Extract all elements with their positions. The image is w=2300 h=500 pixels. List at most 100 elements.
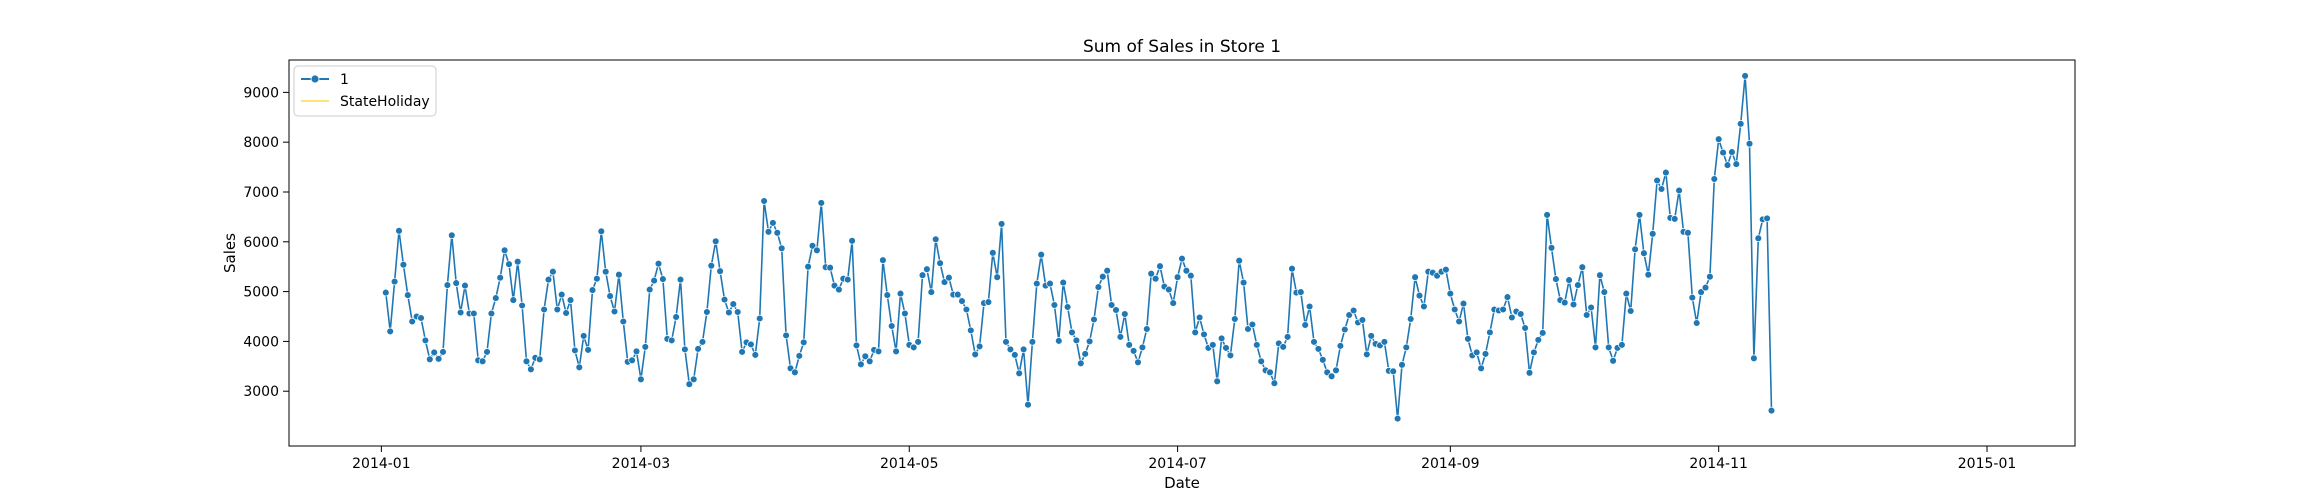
data-point	[1459, 299, 1468, 308]
data-point	[1736, 120, 1745, 128]
y-tick-label: 9000	[243, 85, 279, 101]
data-point	[1582, 311, 1591, 319]
data-point	[1525, 369, 1534, 377]
chart-title: Sum of Sales in Store 1	[1083, 37, 1281, 57]
data-point	[1552, 275, 1560, 283]
data-point	[1125, 341, 1133, 349]
data-point	[676, 275, 685, 284]
data-point	[1380, 338, 1389, 346]
data-point	[1521, 324, 1529, 332]
data-point	[1767, 406, 1776, 415]
data-point	[1270, 379, 1279, 387]
data-point	[1389, 367, 1397, 376]
data-point	[1169, 299, 1177, 307]
data-point	[1706, 272, 1714, 281]
data-point	[1349, 306, 1358, 315]
data-point	[1231, 315, 1239, 323]
data-point	[593, 274, 601, 283]
data-point	[777, 244, 786, 253]
data-point	[958, 297, 966, 305]
data-point	[892, 347, 900, 356]
data-point	[918, 271, 927, 279]
data-point	[1217, 334, 1226, 343]
data-point	[505, 260, 513, 268]
data-point	[694, 345, 702, 353]
data-point	[1472, 348, 1481, 357]
data-point	[1165, 285, 1173, 294]
data-point	[1363, 350, 1371, 359]
data-point	[720, 295, 729, 304]
legend-marker-1	[310, 74, 320, 84]
data-point	[483, 348, 491, 356]
data-point	[1358, 316, 1367, 324]
data-point	[1050, 301, 1059, 309]
data-point	[1415, 291, 1424, 300]
data-point	[1411, 273, 1419, 281]
data-point	[1099, 272, 1107, 281]
data-point	[799, 338, 808, 347]
data-point	[804, 262, 812, 271]
data-point	[971, 350, 979, 359]
data-point	[835, 285, 843, 294]
y-tick-label: 4000	[243, 334, 279, 350]
data-point	[443, 281, 452, 289]
data-point	[452, 279, 460, 287]
data-point	[729, 300, 738, 308]
data-point	[707, 261, 716, 270]
data-point	[764, 228, 773, 236]
data-point	[755, 314, 764, 323]
data-point	[808, 242, 817, 250]
data-point	[1138, 343, 1147, 352]
data-point	[1406, 315, 1415, 323]
data-point	[1068, 328, 1076, 337]
data-point	[1754, 234, 1763, 243]
data-point	[461, 281, 469, 290]
data-point	[1002, 338, 1010, 346]
x-tick-label: 2015-01	[1958, 456, 2017, 472]
data-point	[1631, 245, 1639, 254]
data-point	[1644, 270, 1653, 279]
data-point	[1063, 303, 1072, 311]
data-point	[1455, 317, 1463, 326]
data-point	[852, 341, 861, 350]
data-point	[1235, 256, 1243, 265]
data-point	[1024, 400, 1032, 409]
data-point	[448, 231, 456, 240]
data-point	[1587, 303, 1595, 312]
data-point	[1059, 278, 1067, 287]
data-point	[1530, 348, 1538, 357]
data-point	[1402, 343, 1411, 352]
data-point	[909, 343, 918, 352]
data-point	[1464, 335, 1472, 343]
data-point	[883, 291, 892, 299]
data-point	[685, 380, 694, 388]
data-point	[1653, 176, 1661, 185]
data-point	[1288, 264, 1296, 273]
data-point	[1301, 321, 1309, 329]
data-point	[914, 338, 922, 346]
data-point	[1574, 281, 1582, 289]
data-point	[588, 286, 597, 294]
data-point	[1701, 283, 1710, 292]
data-point	[1675, 186, 1683, 195]
data-point	[672, 313, 680, 321]
data-point	[1279, 343, 1287, 351]
data-point	[579, 332, 588, 340]
data-point	[1226, 351, 1235, 360]
data-point	[1341, 325, 1349, 334]
data-point	[1741, 72, 1749, 80]
data-point	[527, 365, 535, 374]
data-point	[667, 336, 676, 345]
series-1	[382, 72, 1776, 423]
data-point	[901, 309, 909, 318]
y-tick-label: 6000	[243, 235, 279, 251]
data-point	[1085, 337, 1094, 346]
data-point	[434, 355, 443, 363]
data-point	[711, 237, 720, 246]
data-point	[470, 309, 478, 318]
data-point	[535, 355, 544, 364]
data-point	[1248, 320, 1257, 329]
data-point	[1450, 305, 1459, 314]
data-point	[1345, 311, 1353, 319]
data-point	[861, 352, 870, 361]
